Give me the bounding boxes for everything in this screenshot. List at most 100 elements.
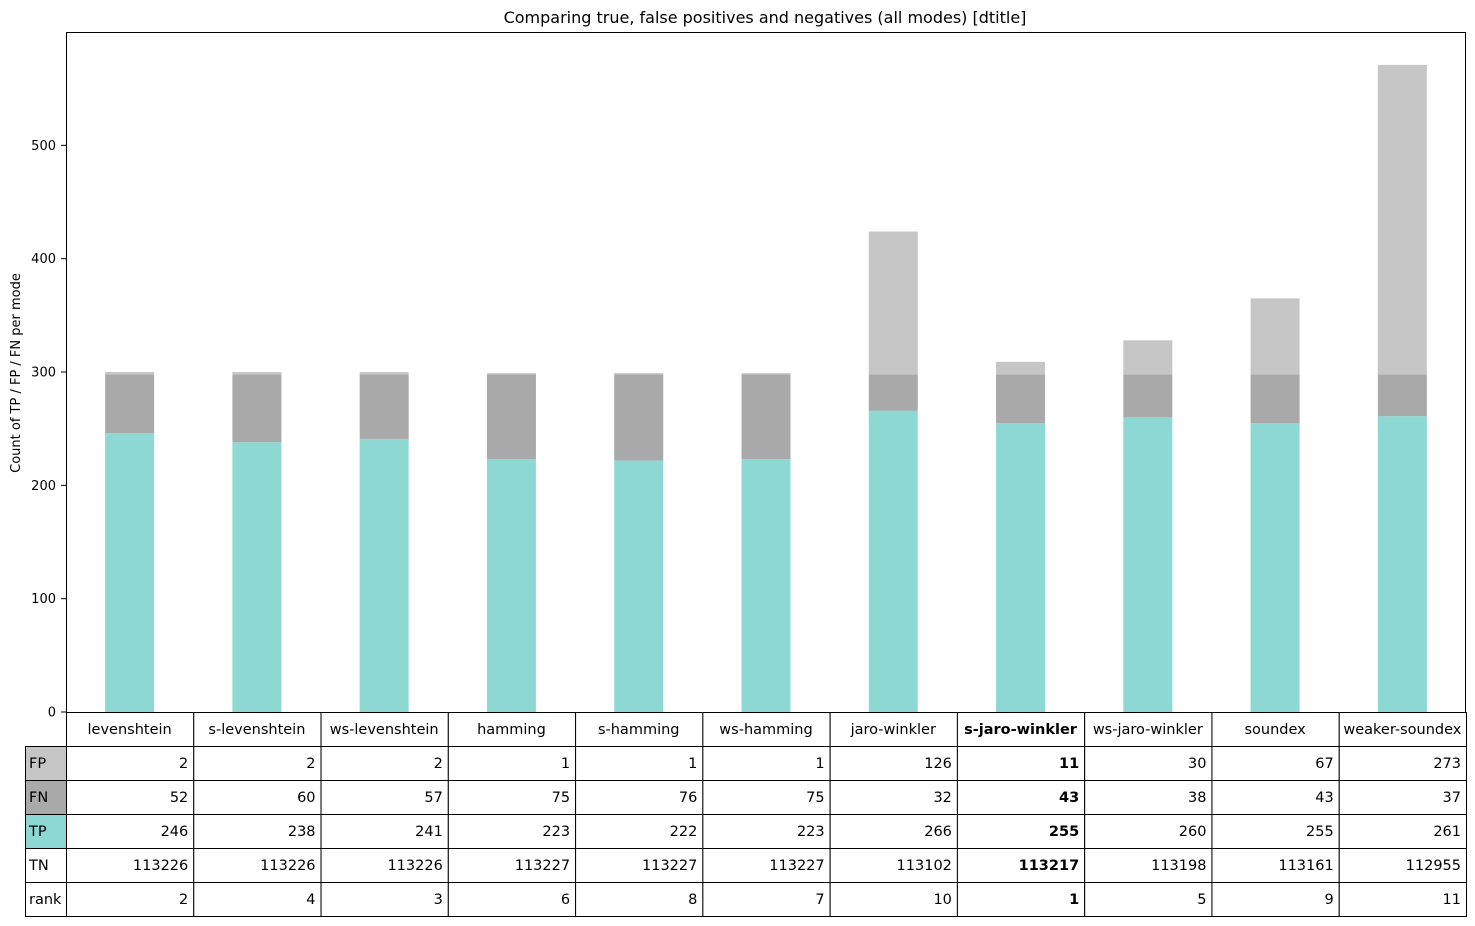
table-column-header: jaro-winkler	[850, 722, 936, 738]
table-cell-value: 255	[1049, 824, 1079, 840]
bar-tp-s-levenshtein	[232, 442, 282, 712]
table-row-label-cell	[25, 780, 67, 815]
table-cell	[320, 848, 449, 883]
table-cell-value: 113102	[897, 858, 952, 874]
table-cell	[956, 746, 1086, 781]
table-cell	[447, 780, 577, 815]
table-cell-value: 260	[1179, 824, 1207, 840]
table-cell-value: 223	[797, 824, 825, 840]
table-cell	[1084, 848, 1213, 883]
table-cell	[1211, 882, 1340, 917]
table-cell	[956, 848, 1086, 883]
table-cell	[193, 882, 322, 917]
bar-fp-ws-jaro-winkler	[1123, 340, 1173, 375]
table-cell-value: 30	[1188, 756, 1206, 772]
table-cell-value: 32	[933, 790, 951, 806]
table-cell	[702, 848, 831, 883]
table-cell-value: 113227	[515, 858, 570, 874]
table-cell-value: 113227	[642, 858, 697, 874]
table-cell	[1338, 746, 1468, 781]
table-column-header: soundex	[1244, 722, 1306, 738]
table-cell	[66, 848, 195, 883]
table-cell-value: 8	[688, 892, 697, 908]
table-cell-value: 1	[815, 756, 824, 772]
table-cell	[320, 746, 449, 781]
table-cell-value: 1	[561, 756, 570, 772]
table-cell-value: 113217	[1019, 858, 1080, 874]
table-cell	[1338, 814, 1468, 849]
table-column-header: s-levenshtein	[208, 722, 305, 738]
table-header-cell	[829, 712, 958, 747]
table-cell	[829, 848, 958, 883]
table-cell	[829, 882, 958, 917]
table-cell-value: 4	[306, 892, 315, 908]
table-row-label-cell	[25, 848, 67, 883]
table-cell-value: 6	[561, 892, 570, 908]
data-table: levenshtein s-levenshtein ws-levenshtein ha…	[25, 712, 1468, 917]
table-cell	[193, 780, 322, 815]
table-cell-value: 222	[670, 824, 698, 840]
table-cell-value: 2	[434, 756, 443, 772]
bar-fn-ws-levenshtein	[359, 374, 409, 439]
y-tick-label: 200	[31, 479, 56, 494]
bar-fp-ws-hamming	[741, 373, 791, 375]
table-cell	[193, 746, 322, 781]
table-cell-value: 38	[1188, 790, 1206, 806]
bar-fn-ws-jaro-winkler	[1123, 374, 1173, 418]
table-row-label: TN	[28, 858, 49, 874]
table-cell	[956, 882, 1086, 917]
y-axis-label: Count of TP / FP / FN per mode	[9, 273, 24, 473]
bar-tp-ws-levenshtein	[359, 438, 409, 712]
table-column-header: s-jaro-winkler	[964, 722, 1078, 738]
table-cell-value: 1	[688, 756, 697, 772]
table-cell-value: 52	[170, 790, 188, 806]
table-cell	[829, 814, 958, 849]
bar-fp-weaker-soundex	[1377, 64, 1427, 375]
table-row-label-cell	[25, 746, 67, 781]
table-cell	[193, 848, 322, 883]
bar-fp-s-hamming	[614, 373, 664, 375]
bars-group	[105, 64, 1427, 712]
table-cell-value: 261	[1433, 824, 1461, 840]
bar-tp-jaro-winkler	[868, 410, 918, 712]
table-cell-value: 266	[924, 824, 952, 840]
bar-tp-weaker-soundex	[1377, 416, 1427, 712]
table-column-header: hamming	[477, 722, 546, 738]
table-row-label: FN	[29, 790, 48, 806]
table-column-header: ws-hamming	[719, 722, 812, 738]
table-cell-value: 2	[179, 756, 188, 772]
table-cell-value: 126	[924, 756, 952, 772]
table-cell	[1211, 814, 1340, 849]
table-column-header: ws-jaro-winkler	[1093, 722, 1203, 738]
bar-fn-s-hamming	[614, 374, 664, 461]
bar-fp-jaro-winkler	[868, 231, 918, 375]
table-cell-value: 67	[1315, 756, 1333, 772]
bar-tp-levenshtein	[105, 433, 155, 712]
table-cell-value: 5	[1197, 892, 1206, 908]
table-cell-value: 10	[933, 892, 951, 908]
table-cell-value: 1	[1069, 892, 1079, 908]
bar-fp-hamming	[486, 373, 536, 375]
table-cell-value: 113226	[387, 858, 442, 874]
table-cell-value: 3	[434, 892, 443, 908]
y-tick-label: 400	[31, 252, 56, 267]
table-cell	[1211, 746, 1340, 781]
bar-fp-ws-levenshtein	[359, 372, 409, 375]
table-cell-value: 75	[552, 790, 570, 806]
table-cell	[702, 882, 831, 917]
table-cell-value: 43	[1059, 790, 1079, 806]
table-cell-value: 223	[542, 824, 570, 840]
table-column-header: s-hamming	[598, 722, 680, 738]
table-cell	[1338, 882, 1468, 917]
table-cell	[575, 746, 704, 781]
table-cell-value: 2	[179, 892, 188, 908]
table-column-header: levenshtein	[88, 722, 172, 738]
table-cell	[66, 882, 195, 917]
table-cell	[829, 746, 958, 781]
bar-fp-soundex	[1250, 298, 1300, 375]
bar-tp-s-jaro-winkler	[996, 423, 1046, 712]
bar-fp-s-levenshtein	[232, 372, 282, 375]
table-cell	[1084, 746, 1213, 781]
table-header-cell	[956, 712, 1086, 747]
bar-fn-ws-hamming	[741, 374, 791, 460]
